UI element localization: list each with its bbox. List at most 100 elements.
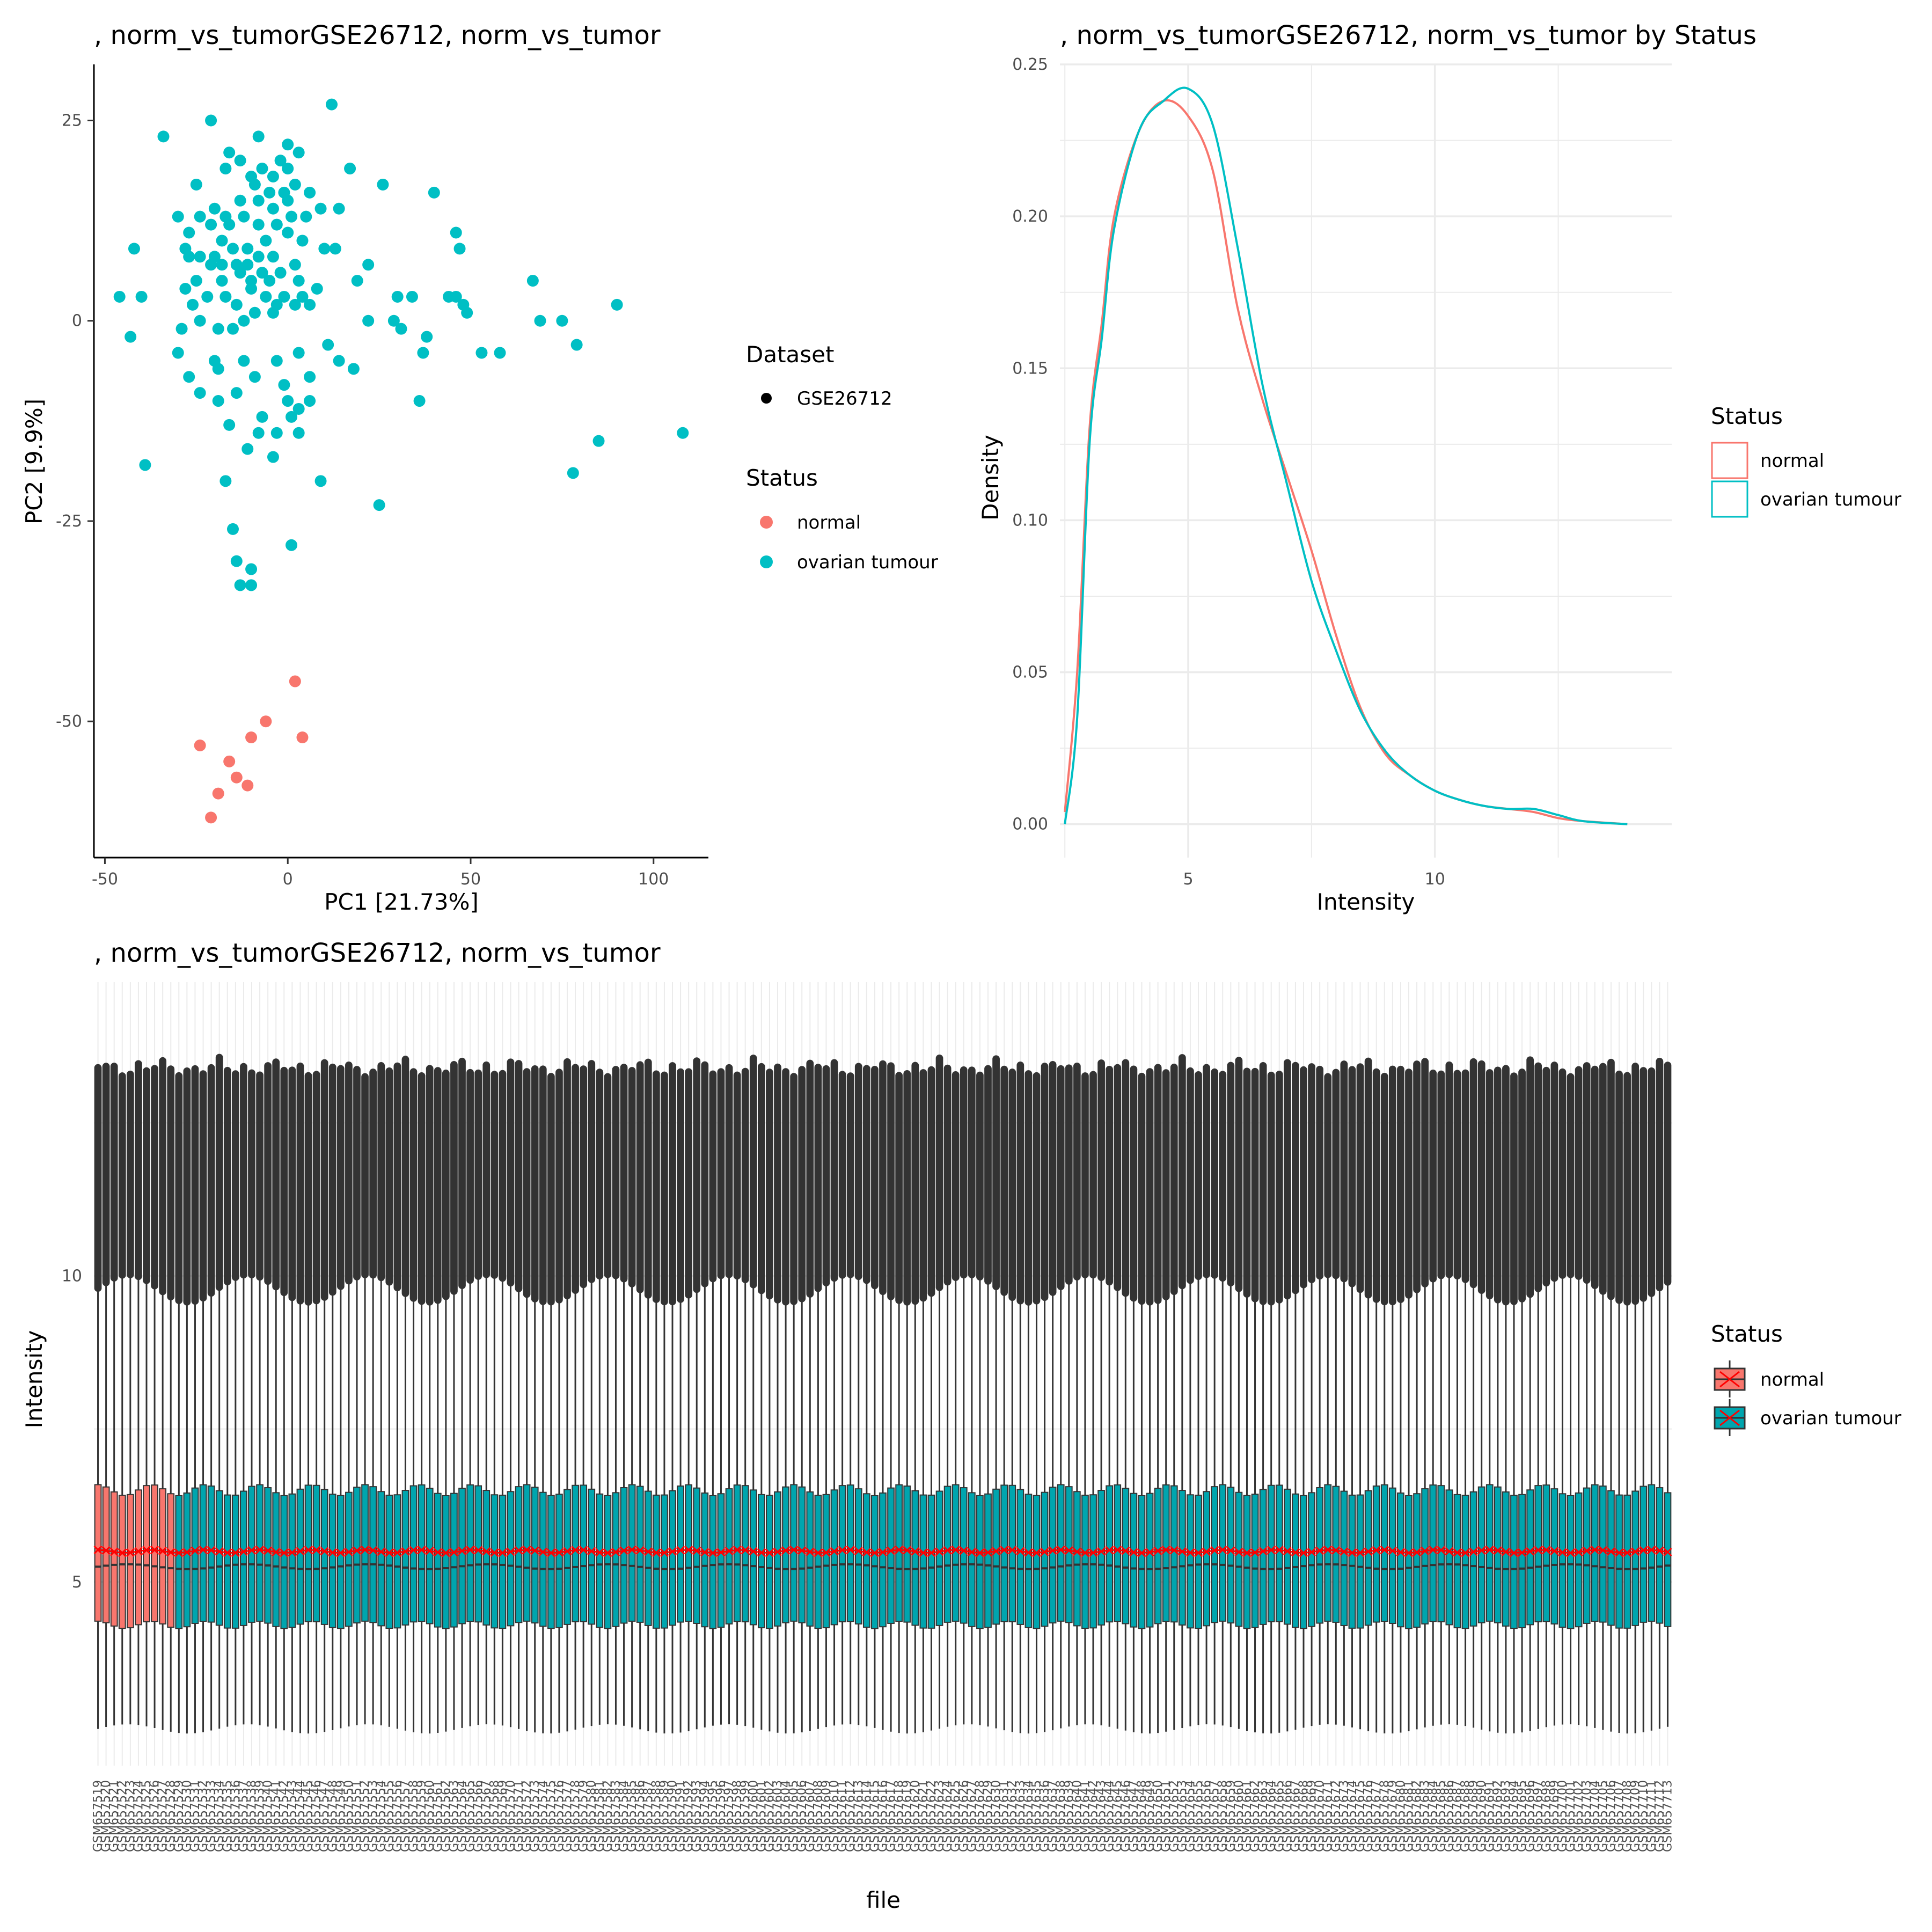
box-x-tick-label: GSM657613 [852,1780,866,1852]
pca-point-tumour [252,251,265,263]
box-tumour [701,1492,709,1628]
box-tumour [1033,1495,1041,1629]
box-tumour [1283,1488,1291,1625]
box-x-tick-label: GSM657617 [884,1780,898,1852]
density-y-tick-label: 0.20 [1012,207,1048,226]
box-legend-normal-label: normal [1760,1369,1824,1391]
pca-point-tumour [421,331,433,343]
box-x-tick-label: GSM657557 [399,1780,412,1852]
pca-y-tick-label: -50 [56,712,82,731]
pca-point-tumour [351,275,363,287]
box-x-tick-label: GSM657563 [448,1780,461,1852]
box-tumour [1065,1486,1073,1623]
box-tumour [822,1494,830,1629]
box-legend-tumour-label: ovarian tumour [1760,1408,1901,1429]
box-x-tick-label: GSM657574 [537,1780,550,1852]
pca-point-tumour [135,290,148,303]
box-x-tick-label: GSM657598 [731,1780,744,1852]
box-tumour [336,1495,345,1629]
box-tumour [1558,1493,1567,1628]
density-line-normal [1064,99,1628,825]
box-tumour [231,1495,239,1629]
box-x-tick-label: GSM657693 [1499,1780,1513,1852]
box-x-tick-label: GSM657625 [949,1780,963,1852]
box-tumour [1097,1490,1105,1626]
pca-x-tick-label: 50 [460,870,481,889]
box-x-tick-label: GSM657702 [1572,1780,1586,1852]
box-x-tick-label: GSM657655 [1192,1780,1205,1852]
box-x-tick-label: GSM657595 [706,1780,720,1852]
pca-point-tumour [212,323,224,335]
pca-point-tumour [219,290,232,303]
box-x-tick-label: GSM657636 [1038,1780,1052,1852]
box-x-tick-label: GSM657576 [553,1780,566,1852]
box-tumour [911,1490,919,1626]
box-tumour [1308,1492,1315,1627]
pca-point-tumour [264,186,276,199]
pca-point-tumour [292,147,305,159]
pca-x-tick-label: 0 [283,870,293,889]
box-x-tick-label: GSM657525 [140,1780,153,1852]
box-x-tick-label: GSM657706 [1605,1780,1618,1852]
box-tumour [312,1484,320,1622]
box-x-tick-label: GSM657672 [1329,1780,1343,1852]
pca-point-tumour [292,402,305,415]
pca-point-tumour [252,194,265,207]
box-x-tick-label: GSM657535 [221,1780,235,1852]
box-x-tick-label: GSM657582 [601,1780,614,1852]
box-x-tick-label: GSM657611 [836,1780,850,1852]
pca-point-normal [223,755,236,767]
box-tumour [677,1485,684,1623]
box-x-tick-label: GSM657632 [1006,1780,1019,1852]
box-tumour [191,1487,199,1624]
box-tumour [1599,1485,1607,1623]
box-tumour [749,1489,757,1626]
pca-point-tumour [245,579,258,591]
box-x-tick-label: GSM657539 [253,1780,267,1852]
pca-point-normal [205,811,217,824]
box-tumour [1356,1494,1364,1629]
box-x-tick-label: GSM657553 [367,1780,380,1852]
box-x-tick-label: GSM657614 [860,1780,874,1852]
box-x-tick-label: GSM657663 [1257,1780,1270,1852]
box-x-tick-label: GSM657549 [334,1780,348,1852]
pca-point-tumour [373,499,385,511]
box-x-tick-label: GSM657550 [342,1780,356,1852]
box-x-tick-label: GSM657712 [1653,1780,1666,1852]
box-tumour [1615,1494,1623,1629]
pca-point-tumour [234,579,246,591]
pca-point-tumour [267,171,279,183]
box-tumour [1008,1484,1016,1622]
box-x-tick-label: GSM657641 [1079,1780,1092,1852]
box-tumour [830,1489,838,1626]
pca-point-tumour [282,395,294,407]
box-x-tick-label: GSM657678 [1378,1780,1392,1852]
box-x-tick-label: GSM657692 [1491,1780,1505,1852]
pca-point-tumour [256,163,268,175]
box-tumour [401,1490,409,1626]
box-x-tick-label: GSM657572 [521,1780,534,1852]
box-tumour [976,1495,984,1629]
box-tumour [1195,1495,1202,1629]
box-tumour [1243,1495,1251,1629]
box-x-tick-label: GSM657560 [423,1780,437,1852]
pca-y-tick-label: -25 [56,512,82,531]
box-x-tick-label: GSM657561 [431,1780,445,1852]
box-tumour [943,1485,952,1623]
box-x-tick-label: GSM657610 [828,1780,841,1852]
box-tumour [248,1485,255,1623]
pca-legend-dataset-key [761,393,772,404]
box-tumour [296,1488,304,1625]
pca-point-tumour [270,218,283,231]
box-x-tick-label: GSM657531 [188,1780,202,1852]
pca-point-tumour [377,178,389,191]
box-tumour [774,1491,781,1627]
box-tumour [240,1490,247,1626]
pca-point-tumour [190,178,202,191]
box-tumour [1178,1490,1186,1626]
box-tumour [1534,1485,1542,1622]
box-normal [110,1491,118,1627]
pca-point-normal [194,739,206,751]
box-tumour [1413,1493,1421,1628]
